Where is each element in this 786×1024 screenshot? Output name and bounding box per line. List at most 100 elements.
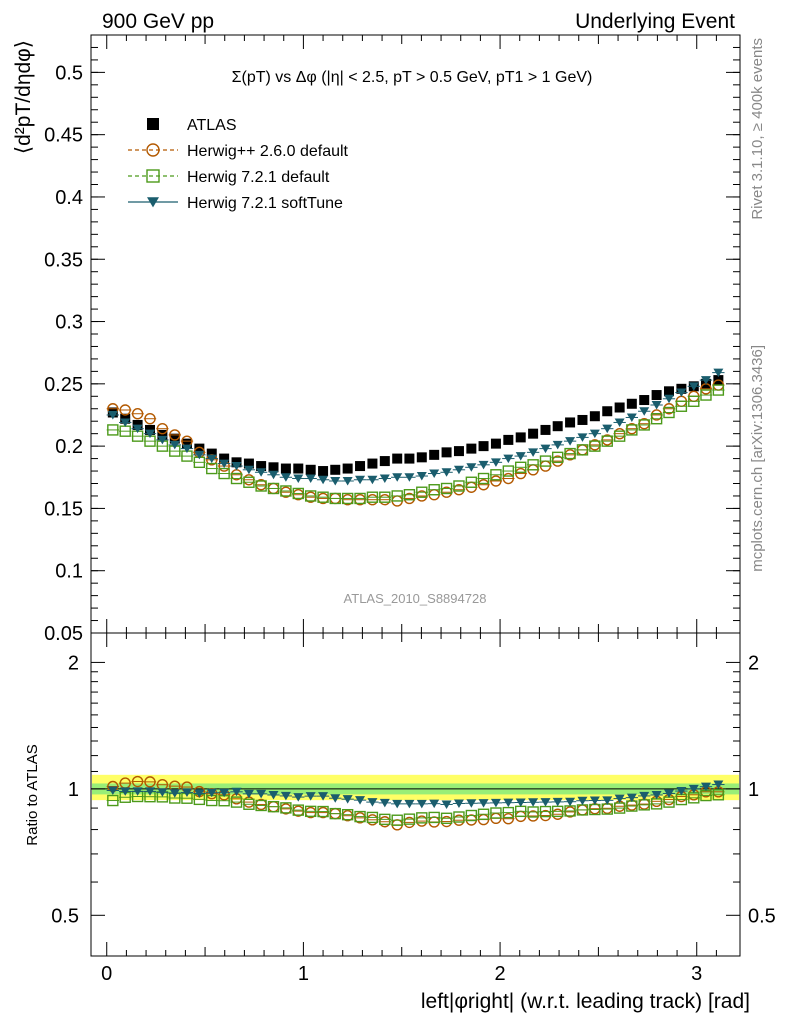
atlas-point [577,414,588,425]
softtune-point [602,424,613,434]
main-ytick-label: 0.35 [44,249,83,271]
legend-symbol [146,143,160,157]
softtune-ratio-point [552,797,563,807]
herwig721-point [515,461,527,474]
main-ytick-label: 0.5 [55,62,83,84]
header-left: 900 GeV pp [102,10,214,33]
softtune-ratio-point [206,788,217,798]
herwig721-point [354,492,366,505]
softtune-point [528,448,539,457]
herwigpp-point [515,467,527,480]
herwig721-point [341,492,354,505]
main-ytick-label: 0.1 [55,561,83,583]
herwig721-ratio-point [267,800,280,813]
softtune-ratio-point [367,798,378,807]
atlas-point [639,395,650,406]
softtune-ratio-point [379,798,390,808]
softtune-point [169,440,180,450]
herwig721-point [675,400,688,412]
main-ytick-label: 0.15 [44,498,83,520]
herwig721-ratio-point [329,807,341,820]
softtune-point [318,475,329,485]
herwigpp-point [169,429,181,441]
softtune-point [256,468,267,477]
herwigpp-ratio-point [206,787,218,800]
herwig721-point [613,430,626,442]
ratio-ytick-label-right: 0.5 [748,905,776,927]
atlas-point [490,438,501,449]
softtune-point [145,429,155,439]
atlas-point [181,438,192,449]
herwig721-point [317,491,329,503]
atlas-point [243,458,254,469]
softtune-ratio-point [145,787,155,796]
softtune-point [429,469,440,479]
atlas-point [540,424,551,435]
herwig721-ratio-point [317,805,329,818]
herwig721-point [477,472,490,485]
herwig721-point [700,389,712,401]
softtune-point [355,475,366,485]
atlas-point [589,411,600,422]
atlas-point [392,453,403,464]
atlas-point [466,443,477,454]
x-axis-label: left|φright| (w.r.t. leading track) [rad… [421,990,750,1013]
softtune-point [441,468,452,477]
softtune-ratio-point [404,799,415,809]
main-data-marks [106,368,725,507]
herwig721-point [107,424,119,436]
atlas-point [441,447,452,458]
herwig721-point [292,487,304,500]
atlas-point [355,461,366,472]
softtune-ratio-point [614,794,625,804]
herwig721-ratio-point [502,806,515,819]
softtune-ratio-point [466,799,477,808]
herwig721-point [688,395,700,407]
herwig721-point [218,467,230,480]
atlas-point [157,429,168,440]
softtune-ratio-point [280,791,291,801]
softtune-point [330,477,341,486]
softtune-point [478,460,489,470]
softtune-ratio-point [157,788,168,797]
ratio-series-herwig721 [106,789,725,826]
x-tick-label: 0 [101,963,112,985]
atlas-point [565,417,576,428]
herwig721-ratio-point [428,811,440,824]
softtune-point [243,465,254,475]
herwig721-ratio-point [354,810,366,823]
atlas-point [169,433,180,444]
softtune-point [515,452,526,461]
rivet-label: Rivet 3.1.10, ≥ 400k events [749,38,766,220]
softtune-point [503,454,514,464]
softtune-point [379,474,390,484]
softtune-ratio-point [355,796,366,805]
x-tick-label: 1 [298,963,309,985]
herwigpp-point [490,475,502,487]
main-ytick-label: 0.25 [44,374,83,396]
herwig721-point [564,447,576,460]
atlas-point [206,448,217,459]
herwigpp-point [131,408,144,420]
softtune-point [639,407,650,416]
softtune-ratio-point [169,789,180,798]
softtune-ratio-point [416,799,427,809]
softtune-ratio-point [429,799,440,809]
softtune-ratio-point [639,791,650,801]
herwig721-point [626,424,638,436]
softtune-point [552,440,563,450]
softtune-point [231,462,242,471]
atlas-point [379,456,390,467]
legend-herwigpp-label: Herwig++ 2.6.0 default [187,143,349,160]
main-ylabel: ⟨d²pT/dηdφ⟩ [12,40,35,154]
herwig721-point [206,462,218,475]
ratio-panel-frame [90,632,741,957]
atlas-point [614,402,625,413]
softtune-point [392,473,403,482]
softtune-point [194,450,205,460]
herwig721-point [453,480,465,492]
softtune-point [219,459,230,469]
herwig721-point [502,465,515,477]
legend-softtune-label: Herwig 7.2.1 softTune [187,195,343,212]
ratio-data-marks [106,775,725,831]
